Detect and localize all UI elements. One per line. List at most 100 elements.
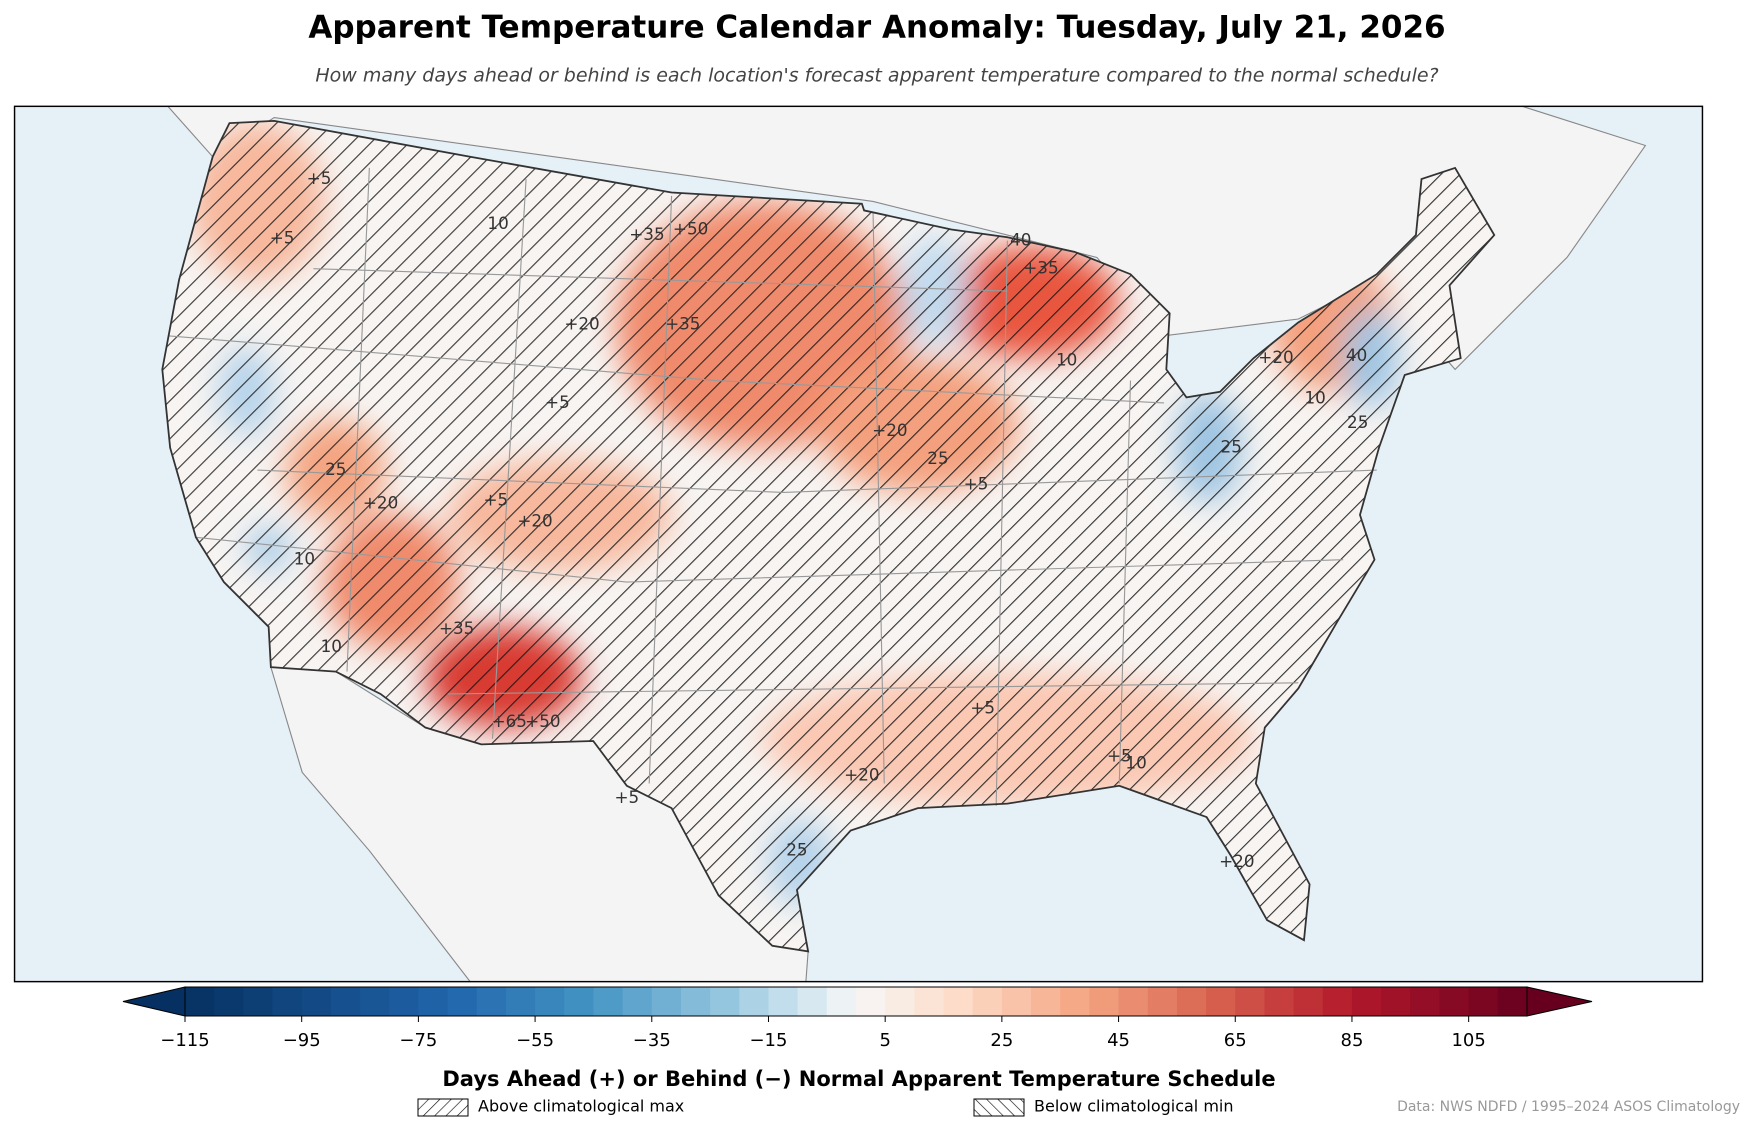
contour-label: +20 (844, 765, 879, 785)
colorbar-step (1381, 987, 1411, 1016)
colorbar-step (1147, 987, 1178, 1016)
colorbar-tick-label: 5 (879, 1030, 890, 1051)
colorbar-step (972, 987, 1003, 1016)
colorbar-extend-high (1526, 986, 1593, 1017)
colorbar-tick-label: 45 (1107, 1030, 1130, 1051)
colorbar-step (739, 987, 770, 1016)
colorbar-step (1089, 987, 1120, 1016)
colorbar-tick-label: −95 (283, 1030, 321, 1051)
colorbar-step (214, 987, 244, 1016)
contour-label: +5 (483, 489, 508, 509)
colorbar-step (1351, 987, 1382, 1016)
colorbar-step (330, 987, 361, 1016)
colorbar-step (564, 987, 595, 1016)
colorbar-step (505, 987, 536, 1016)
contour-label: +35 (665, 314, 700, 334)
contour-label: 25 (927, 448, 948, 468)
contour-label: +35 (629, 224, 664, 244)
colorbar-tick-label: 65 (1224, 1030, 1247, 1051)
contour-label: 10 (1125, 752, 1146, 772)
colorbar-step (797, 987, 828, 1016)
colorbar-step (447, 987, 478, 1016)
contour-label: +20 (872, 420, 907, 440)
colorbar-step (418, 987, 449, 1016)
colorbar-step (1001, 987, 1032, 1016)
colorbar-step (301, 987, 332, 1016)
colorbar: −115 −95 −75 −55 −35 −15 5 25 45 65 85 105 (122, 986, 1593, 1051)
colorbar-step (943, 987, 974, 1016)
map: +5+510+20 +35+50+35 40+3510+2025+525+20+35… (13, 105, 1704, 983)
title: Apparent Temperature Calendar Anomaly: T… (308, 10, 1445, 46)
contour-label: +20 (517, 511, 552, 531)
colorbar-tick-label: −55 (516, 1030, 554, 1051)
contour-label: +35 (439, 618, 474, 638)
contour-label: +5 (614, 787, 639, 807)
canada (167, 106, 1647, 371)
contour-label: +5 (1107, 746, 1132, 766)
colorbar-tick-label: −15 (749, 1030, 787, 1051)
contour-label: 10 (1305, 387, 1326, 407)
contour-label: +5 (964, 474, 989, 494)
colorbar-step (1322, 987, 1353, 1016)
colorbar-step (272, 987, 303, 1016)
colorbar-step (360, 987, 390, 1016)
colorbar-step (1118, 987, 1149, 1016)
colorbar-step (680, 987, 711, 1016)
colorbar-step (1439, 987, 1470, 1016)
colorbar-step (1264, 987, 1295, 1016)
contour-label: +20 (564, 314, 599, 334)
contour-label: 10 (487, 213, 508, 233)
contour-label: +5 (545, 392, 570, 412)
colorbar-step (1176, 987, 1207, 1016)
contour-label: 10 (294, 549, 315, 569)
colorbar-step (1206, 987, 1236, 1016)
colorbar-step (1235, 987, 1266, 1016)
colorbar-step (1468, 987, 1499, 1016)
colorbar-step (593, 987, 624, 1016)
contour-label: +20 (1219, 851, 1254, 871)
colorbar-step (856, 987, 886, 1016)
contour-label: 40 (1346, 345, 1367, 365)
colorbar-step (1060, 987, 1090, 1016)
contour-label: 25 (1221, 437, 1242, 457)
colorbar-step (1031, 987, 1061, 1016)
colorbar-tick-label: −75 (399, 1030, 437, 1051)
legend-swatch (973, 1098, 1025, 1117)
colorbar-tick-label: 25 (990, 1030, 1013, 1051)
colorbar-tick-label: −35 (633, 1030, 671, 1051)
colorbar-step (389, 987, 419, 1016)
colorbar-step (1410, 987, 1441, 1016)
colorbar-step (914, 987, 945, 1016)
colorbar-extend-low (122, 986, 186, 1017)
colorbar-step (826, 987, 857, 1016)
contour-label: 10 (321, 636, 342, 656)
contour-label: +50 (673, 218, 708, 238)
colorbar-tick-label: 85 (1341, 1030, 1364, 1051)
colorbar-step (535, 987, 565, 1016)
contour-labels: +5+510+20 +35+50+35 40+3510+2025+525+20+35… (270, 168, 1369, 871)
subtitle: How many days ahead or behind is each lo… (315, 65, 1438, 87)
map-frame (13, 105, 1704, 983)
colorbar-tick-label: −115 (160, 1030, 209, 1051)
contour-label: +50 (525, 711, 560, 731)
contour-label: +5 (970, 698, 995, 718)
contour-label: +5 (307, 168, 332, 188)
colorbar-step (768, 987, 799, 1016)
colorbar-step (243, 987, 274, 1016)
contour-label: 25 (786, 840, 807, 860)
state-lines (167, 167, 1377, 806)
colorbar-step (1497, 987, 1528, 1016)
contour-label: 25 (325, 459, 346, 479)
source-note: Data: NWS NDFD / 1995–2024 ASOS Climatol… (1397, 1099, 1740, 1115)
colorbar-step (651, 987, 682, 1016)
legend-swatch (417, 1098, 469, 1117)
legend-label: Below climatological min (1034, 1097, 1234, 1116)
colorbar-step (885, 987, 915, 1016)
colorbar-step (476, 987, 507, 1016)
contour-label: +5 (270, 227, 295, 247)
legend-label: Above climatological max (478, 1097, 684, 1116)
contour-label: 10 (1056, 349, 1077, 369)
colorbar-step (185, 987, 215, 1016)
